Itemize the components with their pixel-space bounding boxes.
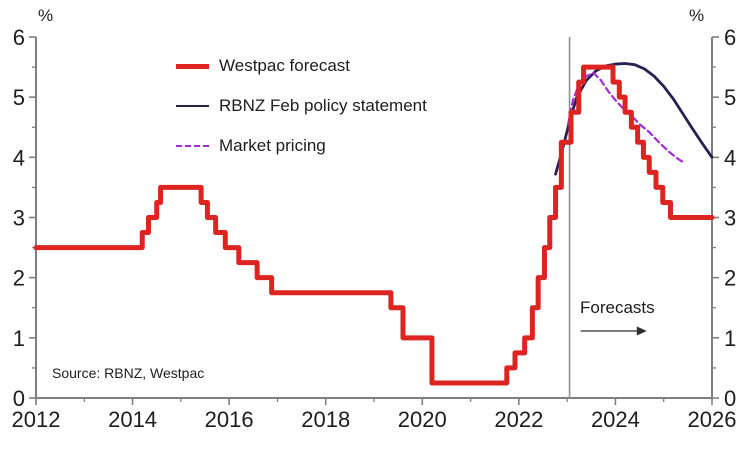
forecasts-annotation: Forecasts [580, 298, 655, 317]
market-pricing-swatch [176, 145, 209, 147]
y-tick-label-left: 0 [13, 386, 25, 411]
y-tick-label-right: 2 [724, 266, 736, 291]
y-axis-unit-left: % [38, 6, 54, 25]
series-market-pricing [567, 72, 685, 164]
y-tick-label-left: 3 [13, 206, 25, 231]
y-axis-unit-right: % [689, 6, 705, 25]
y-tick-label-right: 6 [724, 25, 736, 50]
legend-item-market-pricing: Market pricing [176, 134, 427, 158]
y-tick-label-left: 4 [13, 145, 25, 170]
legend-item-westpac-forecast: Westpac forecast [176, 54, 427, 78]
legend-label: Westpac forecast [219, 56, 351, 75]
legend-item-rbnz-policy: RBNZ Feb policy statement [176, 94, 427, 118]
legend: Westpac forecast RBNZ Feb policy stateme… [176, 54, 427, 174]
rbnz-line-swatch [176, 105, 209, 107]
x-tick-label: 2016 [205, 407, 254, 432]
y-tick-label-left: 5 [13, 85, 25, 110]
y-tick-label-left: 1 [13, 326, 25, 351]
y-tick-label-right: 0 [724, 386, 736, 411]
x-tick-label: 2012 [12, 407, 61, 432]
legend-label: Market pricing [219, 136, 326, 155]
x-tick-label: 2018 [301, 407, 350, 432]
x-tick-label: 2014 [108, 407, 157, 432]
x-tick-label: 2020 [398, 407, 447, 432]
y-tick-label-left: 2 [13, 266, 25, 291]
x-tick-label: 2024 [591, 407, 640, 432]
y-tick-label-left: 6 [13, 25, 25, 50]
source-note: Source: RBNZ, Westpac [52, 365, 205, 381]
y-tick-label-right: 3 [724, 206, 736, 231]
series-rbnz-feb-policy-statement [554, 62, 714, 176]
westpac-line-swatch [176, 63, 209, 69]
x-tick-label: 2022 [494, 407, 543, 432]
y-tick-label-right: 4 [724, 145, 736, 170]
y-tick-label-right: 1 [724, 326, 736, 351]
series-westpac-forecast [33, 64, 715, 386]
x-tick-label: 2026 [688, 407, 737, 432]
legend-label: RBNZ Feb policy statement [219, 96, 427, 115]
y-tick-label-right: 5 [724, 85, 736, 110]
forecasts-arrowhead [636, 326, 647, 336]
